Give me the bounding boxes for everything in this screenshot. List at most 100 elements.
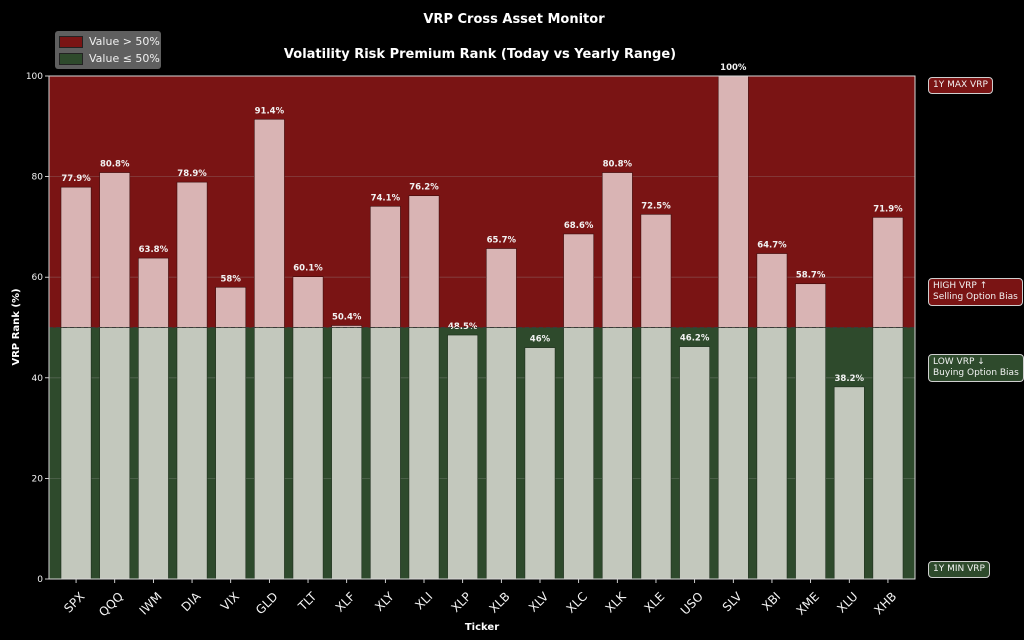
x-tick-label: XLF xyxy=(333,589,358,614)
bar xyxy=(833,386,865,580)
y-tick-label: 60 xyxy=(32,273,44,283)
legend-label-low: Value ≤ 50% xyxy=(89,52,160,65)
x-tick-label: SLV xyxy=(720,589,745,614)
legend-label-high: Value > 50% xyxy=(89,35,160,48)
y-tick-label: 80 xyxy=(32,173,44,183)
legend-swatch-high xyxy=(59,35,83,48)
figure-suptitle: VRP Cross Asset Monitor xyxy=(423,12,605,27)
plot-area: 77.9% SPX 80.8% QQQ 63.8% IWM 78.9% DIA 58% VIX 91… xyxy=(26,63,916,619)
low-vrp-label: LOW VRP ↓ Buying Option Bias xyxy=(928,354,1024,382)
low-vrp-title: LOW VRP ↓ xyxy=(933,357,985,367)
x-tick-label: XLP xyxy=(448,589,474,615)
low-vrp-subtitle: Buying Option Bias xyxy=(933,368,1019,378)
x-tick-label: XLE xyxy=(642,589,668,615)
bar-lower-segment xyxy=(331,327,363,580)
legend: Value > 50% Value ≤ 50% xyxy=(55,31,161,69)
bar-value-label: 80.8% xyxy=(603,160,633,170)
bar-lower-segment xyxy=(756,327,788,580)
legend-item-low: Value ≤ 50% xyxy=(59,50,161,67)
chart-title: Volatility Risk Premium Rank (Today vs Y… xyxy=(284,47,676,62)
bar-lower-segment xyxy=(795,327,826,580)
y-tick-label: 100 xyxy=(26,72,43,82)
bar-upper-segment xyxy=(60,186,92,328)
y-tick-label: 40 xyxy=(32,374,44,384)
bar xyxy=(679,346,711,580)
bar-lower-segment xyxy=(408,327,440,580)
x-tick-label: XLB xyxy=(486,589,512,615)
y-axis-label: VRP Rank (%) xyxy=(11,288,22,365)
bar-value-label: 76.2% xyxy=(409,183,439,193)
x-tick-label: XLU xyxy=(834,589,860,615)
bar-lower-segment xyxy=(176,327,208,580)
x-tick-label: XLC xyxy=(564,589,590,615)
plot-frame xyxy=(48,75,916,580)
max-vrp-text: 1Y MAX VRP xyxy=(933,80,988,90)
bar-upper-segment xyxy=(215,286,247,328)
bar-value-label: 71.9% xyxy=(873,204,903,214)
bar-upper-segment xyxy=(717,75,749,328)
bar-lower-segment xyxy=(99,327,131,580)
bar-lower-segment xyxy=(215,327,247,580)
bar-value-label: 63.8% xyxy=(139,245,169,255)
bar-upper-segment xyxy=(138,257,169,328)
bar-upper-segment xyxy=(292,276,324,328)
x-tick-label: USO xyxy=(678,589,706,617)
high-vrp-title: HIGH VRP ↑ xyxy=(933,281,988,291)
bar xyxy=(447,334,479,580)
bar-lower-segment xyxy=(717,327,749,580)
bar-lower-segment xyxy=(253,327,285,580)
y-tick-label: 20 xyxy=(32,474,44,484)
bar-lower-segment xyxy=(601,327,633,580)
legend-swatch-low xyxy=(59,52,83,65)
bar-value-label: 74.1% xyxy=(371,193,401,203)
x-tick-label: XHB xyxy=(871,589,899,617)
x-tick-label: SPX xyxy=(61,589,87,615)
bar xyxy=(524,347,556,580)
bar-value-label: 38.2% xyxy=(835,374,865,384)
bar-upper-segment xyxy=(99,172,131,328)
max-vrp-label: 1Y MAX VRP xyxy=(928,77,993,94)
bar-upper-segment xyxy=(601,172,633,328)
y-tick-label: 0 xyxy=(37,575,43,585)
bar-upper-segment xyxy=(369,205,401,328)
bar-value-label: 46.2% xyxy=(680,334,710,344)
bar-value-label: 50.4% xyxy=(332,312,362,322)
bar-lower-segment xyxy=(292,327,324,580)
x-tick-label: DIA xyxy=(179,589,204,614)
x-tick-label: XLV xyxy=(526,589,552,615)
bar-value-label: 80.8% xyxy=(100,160,130,170)
x-tick-label: IWM xyxy=(137,589,165,617)
x-tick-label: XLY xyxy=(372,589,397,614)
x-axis-label: Ticker xyxy=(465,622,499,633)
bar-value-label: 65.7% xyxy=(487,236,517,246)
bar-lower-segment xyxy=(872,327,904,580)
bar-upper-segment xyxy=(795,283,826,328)
bar-lower-segment xyxy=(485,327,517,580)
bar-upper-segment xyxy=(485,248,517,328)
bar-upper-segment xyxy=(176,181,208,328)
high-vrp-subtitle: Selling Option Bias xyxy=(933,292,1018,302)
x-tick-label: QQQ xyxy=(96,589,126,619)
bar-value-label: 46% xyxy=(530,335,551,345)
bar-lower-segment xyxy=(640,327,672,580)
bar-value-label: 91.4% xyxy=(255,106,285,116)
x-tick-label: VIX xyxy=(218,589,242,613)
bar-lower-segment xyxy=(563,327,595,580)
bar-value-label: 72.5% xyxy=(641,201,671,211)
bar-value-label: 100% xyxy=(720,63,747,73)
bar-upper-segment xyxy=(408,195,440,328)
x-tick-label: TLT xyxy=(295,589,320,614)
x-tick-label: XLI xyxy=(412,589,435,612)
bar-value-label: 58.7% xyxy=(796,271,826,281)
bar-value-label: 58% xyxy=(221,274,242,284)
bar-upper-segment xyxy=(253,118,285,328)
high-vrp-label: HIGH VRP ↑ Selling Option Bias xyxy=(928,278,1023,306)
bar-value-label: 60.1% xyxy=(293,264,323,274)
bar-upper-segment xyxy=(640,214,672,328)
bar-upper-segment xyxy=(872,217,904,328)
bar-lower-segment xyxy=(60,327,92,580)
bar-upper-segment xyxy=(756,253,788,328)
x-tick-label: XLK xyxy=(603,589,630,616)
